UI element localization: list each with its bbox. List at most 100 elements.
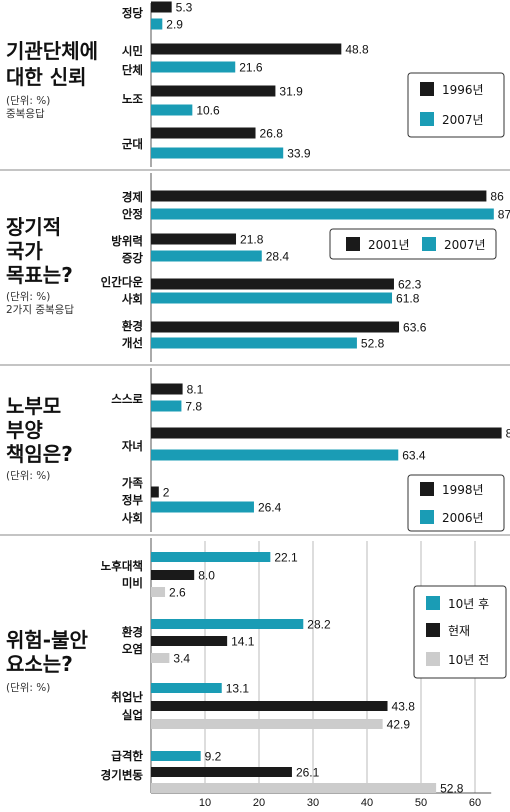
category-label: 자녀 — [122, 439, 143, 453]
legend-swatch — [426, 652, 440, 666]
legend-label: 2006년 — [442, 511, 484, 525]
data-label: 2.6 — [169, 586, 186, 600]
chart-title: 부양 — [6, 418, 43, 442]
bar — [151, 783, 437, 793]
bar — [151, 337, 357, 349]
category-label: 정당 — [122, 6, 144, 20]
data-label: 7.8 — [185, 400, 202, 414]
x-tick-label: 20 — [253, 797, 265, 809]
bar — [151, 751, 201, 761]
legend-label: 1998년 — [442, 483, 484, 497]
category-label: 사회 — [122, 511, 143, 525]
data-label: 10.6 — [196, 104, 220, 118]
category-label: 인간다운 — [101, 275, 144, 289]
category-label: 군대 — [122, 137, 143, 151]
x-tick-label: 40 — [361, 797, 373, 809]
category-label: 단체 — [122, 63, 143, 77]
bar — [151, 250, 262, 262]
bar — [151, 587, 166, 597]
legend-label: 10년 전 — [448, 653, 489, 667]
bar — [151, 43, 342, 55]
legend-swatch — [420, 82, 434, 96]
bar — [151, 61, 236, 73]
category-label: 노후대책 — [101, 559, 143, 573]
bar — [151, 18, 163, 30]
data-label: 26.4 — [258, 501, 282, 515]
category-label: 환경 — [122, 625, 143, 639]
x-tick-label: 60 — [469, 797, 481, 809]
bar — [151, 619, 304, 629]
data-label: 89.9 — [506, 427, 510, 441]
data-label: 21.6 — [239, 61, 263, 75]
data-label: 28.2 — [307, 618, 331, 632]
chart-title: 요소는? — [6, 652, 73, 676]
chart-note: 2가지 중복응답 — [6, 304, 74, 316]
data-label: 52.8 — [440, 782, 464, 796]
data-label: 61.8 — [396, 292, 420, 306]
legend-swatch — [422, 237, 436, 251]
data-label: 63.4 — [402, 449, 426, 463]
data-label: 33.9 — [287, 147, 311, 161]
bar — [151, 292, 393, 304]
category-label: 방위력 — [111, 234, 143, 248]
data-label: 3.4 — [173, 652, 190, 666]
data-label: 5.3 — [176, 1, 193, 15]
legend-swatch — [420, 482, 434, 496]
bar — [151, 383, 183, 395]
category-label: 가족 — [122, 476, 144, 490]
bar — [151, 190, 487, 202]
bar — [151, 486, 159, 498]
chart-title: 목표는? — [6, 263, 73, 287]
legend-swatch — [426, 596, 440, 610]
data-label: 13.1 — [226, 682, 250, 696]
bar — [151, 427, 502, 439]
x-tick-label: 10 — [199, 797, 211, 809]
category-label: 개선 — [122, 336, 143, 350]
legend-swatch — [346, 237, 360, 251]
category-label: 급격한 — [111, 749, 143, 763]
legend-label: 2007년 — [442, 113, 484, 127]
chart-title: 대한 신뢰 — [6, 65, 87, 89]
category-label: 미비 — [122, 576, 143, 590]
chart-note: (단위: %) — [6, 290, 50, 303]
data-label: 8.0 — [198, 569, 215, 583]
data-label: 48.8 — [345, 43, 369, 57]
data-label: 22.1 — [274, 551, 298, 565]
bar — [151, 636, 228, 646]
category-label: 스스로 — [111, 392, 143, 406]
bar — [151, 552, 271, 562]
bar — [151, 719, 383, 729]
legend-label: 현재 — [448, 624, 470, 638]
category-label: 오염 — [122, 642, 143, 656]
legend-swatch — [420, 112, 434, 126]
bar — [151, 570, 195, 580]
chart-note: (단위: %) — [6, 681, 50, 694]
category-label: 증강 — [122, 251, 144, 265]
chart-title: 책임은? — [6, 442, 73, 466]
bar — [151, 278, 394, 290]
chart-note: 중복응답 — [6, 108, 45, 120]
bar — [151, 85, 276, 97]
chart-title: 장기적 — [6, 215, 61, 239]
data-label: 86 — [490, 190, 504, 204]
category-label: 사회 — [122, 292, 143, 306]
chart-title: 노부모 — [6, 394, 61, 418]
category-label: 경제 — [122, 190, 143, 204]
data-label: 31.9 — [279, 85, 303, 99]
data-label: 26.8 — [260, 127, 284, 141]
data-label: 2.9 — [166, 18, 183, 32]
bar — [151, 683, 222, 693]
bar — [151, 104, 193, 116]
legend-swatch — [426, 623, 440, 637]
bar — [151, 208, 494, 220]
legend-label: 2001년 — [368, 238, 410, 252]
bar — [151, 400, 182, 412]
legend-box — [329, 228, 497, 260]
data-label: 43.8 — [392, 700, 416, 714]
category-label: 시민 — [122, 44, 143, 58]
category-label: 환경 — [122, 319, 143, 333]
category-label: 정부 — [122, 493, 144, 507]
bar — [151, 501, 254, 513]
x-tick-label: 30 — [307, 797, 319, 809]
bar — [151, 449, 399, 461]
